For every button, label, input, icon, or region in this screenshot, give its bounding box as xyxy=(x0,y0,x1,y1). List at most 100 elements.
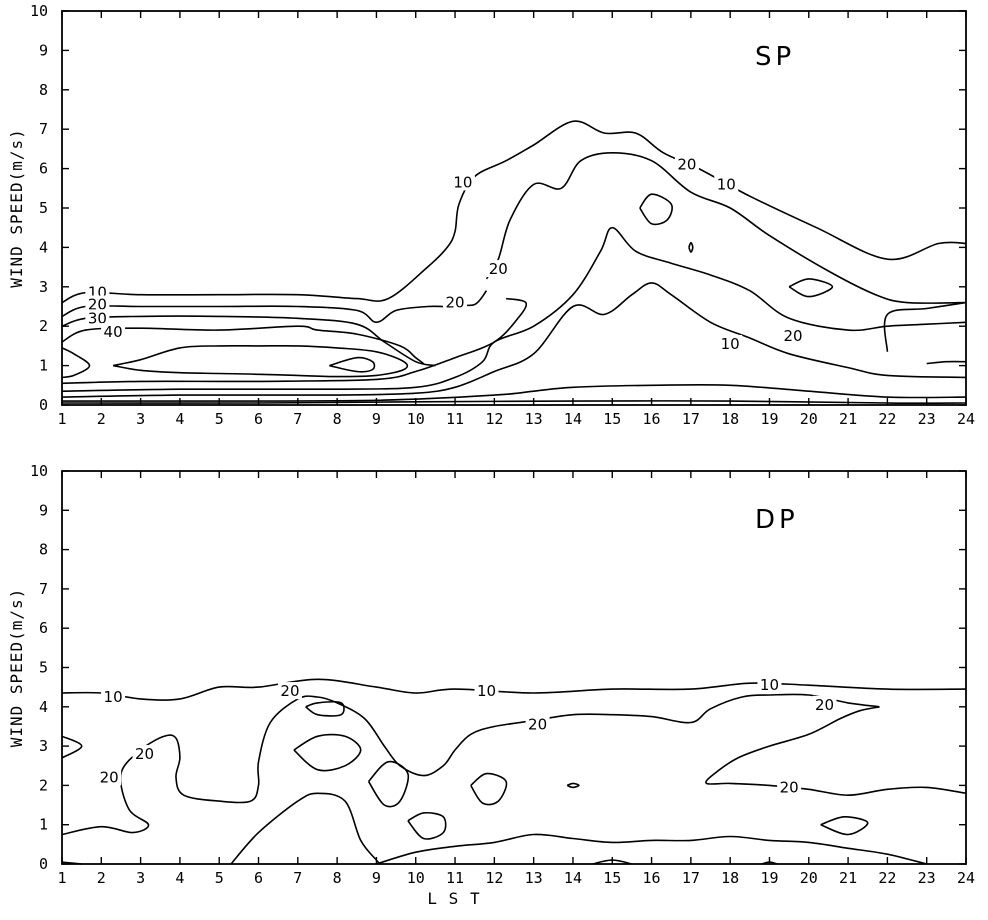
contour-line xyxy=(61,400,967,404)
y-tick-label: 7 xyxy=(39,120,48,138)
y-tick-label: 10 xyxy=(30,2,48,20)
x-tick-label: 19 xyxy=(760,869,778,887)
x-tick-label: 13 xyxy=(525,410,543,428)
contour-line xyxy=(61,347,91,379)
contour-label-bg xyxy=(525,715,550,733)
y-tick-label: 5 xyxy=(39,659,48,677)
x-tick-label: 21 xyxy=(839,869,857,887)
x-tick-label: 16 xyxy=(643,869,661,887)
x-tick-label: 8 xyxy=(333,410,342,428)
contour-label: 20 xyxy=(135,745,154,763)
x-tick-label: 14 xyxy=(564,410,582,428)
contour-line xyxy=(61,693,880,836)
y-tick-label: 9 xyxy=(39,501,48,519)
y-tick-label: 10 xyxy=(30,462,48,480)
x-tick-label: 24 xyxy=(957,869,975,887)
contour-label-bg xyxy=(718,334,743,352)
contour-label: 10 xyxy=(721,335,740,353)
x-tick-label: 3 xyxy=(136,410,145,428)
contour-line xyxy=(639,193,673,226)
x-tick-label: 10 xyxy=(407,869,425,887)
contour-label: 10 xyxy=(760,676,779,694)
contour-label: 20 xyxy=(784,327,803,345)
x-tick-label: 6 xyxy=(254,410,263,428)
x-tick-label: 12 xyxy=(485,869,503,887)
sp-panel: 1 2 3 4 5 6 7 8 9 10 11 12 13 14 15 16 17 18 19 20 21 22 23 240… xyxy=(7,2,975,428)
x-tick-label: 19 xyxy=(760,410,778,428)
x-tick-label: 11 xyxy=(446,410,464,428)
contour-label-bg xyxy=(443,293,468,311)
x-tick-label: 18 xyxy=(721,869,739,887)
contour-label-bg xyxy=(132,744,157,762)
y-tick-label: 8 xyxy=(39,541,48,559)
dp-panel: 1 2 3 4 5 6 7 8 9 10 11 12 13 14 15 16 17 18 19 20 21 22 23 240… xyxy=(7,462,975,908)
y-tick-label: 2 xyxy=(39,776,48,794)
contour-line xyxy=(688,241,694,253)
x-tick-label: 8 xyxy=(333,869,342,887)
x-tick-label: 23 xyxy=(918,869,936,887)
y-tick-label: 6 xyxy=(39,160,48,178)
x-tick-label: 15 xyxy=(603,410,621,428)
contour-label-bg xyxy=(101,323,126,341)
contour-label: 20 xyxy=(815,696,834,714)
x-tick-label: 4 xyxy=(175,410,184,428)
x-tick-label: 15 xyxy=(603,869,621,887)
contour-label: 20 xyxy=(780,778,799,796)
y-tick-label: 5 xyxy=(39,199,48,217)
x-tick-label: 1 xyxy=(57,869,66,887)
contour-label-bg xyxy=(85,295,110,313)
x-tick-label: 22 xyxy=(878,869,896,887)
x-tick-label: 22 xyxy=(878,410,896,428)
contour-line xyxy=(61,861,82,865)
contour-line xyxy=(592,859,633,865)
contour-line xyxy=(329,356,376,373)
contour-line xyxy=(61,226,967,392)
contour-line xyxy=(367,760,410,808)
x-tick-label: 11 xyxy=(446,869,464,887)
contour-label: 20 xyxy=(528,715,547,733)
y-tick-label: 3 xyxy=(39,278,48,296)
contour-label: 30 xyxy=(88,309,107,327)
y-tick-label: 6 xyxy=(39,619,48,637)
contour-label: 40 xyxy=(104,323,123,341)
x-tick-label: 7 xyxy=(293,410,302,428)
x-tick-label: 13 xyxy=(525,869,543,887)
contour-label-bg xyxy=(757,676,782,694)
x-tick-label: 17 xyxy=(682,410,700,428)
contour-line xyxy=(788,278,834,298)
x-tick-label: 24 xyxy=(957,410,975,428)
y-tick-label: 1 xyxy=(39,357,48,375)
contour-line xyxy=(705,706,967,797)
contour-label: 20 xyxy=(445,294,464,312)
x-tick-label: 20 xyxy=(800,869,818,887)
contour-line xyxy=(566,782,580,789)
contour-line xyxy=(112,344,409,378)
contour-label: 20 xyxy=(100,769,119,787)
contour-line xyxy=(407,811,447,840)
x-tick-label: 3 xyxy=(136,869,145,887)
contour-label-bg xyxy=(277,682,302,700)
contour-label-bg xyxy=(674,155,699,173)
y-tick-label: 0 xyxy=(39,396,48,414)
contour-label: 20 xyxy=(88,296,107,314)
x-tick-label: 4 xyxy=(175,869,184,887)
contour-line xyxy=(61,297,528,385)
contour-label: 20 xyxy=(677,156,696,174)
y-tick-label: 4 xyxy=(39,698,48,716)
y-tick-label: 4 xyxy=(39,238,48,256)
x-tick-label: 1 xyxy=(57,410,66,428)
contour-line xyxy=(485,151,967,304)
contour-label: 20 xyxy=(489,260,508,278)
contour-label-bg xyxy=(781,327,806,345)
contour-label-bg xyxy=(812,695,837,713)
x-tick-label: 7 xyxy=(293,869,302,887)
panel-label: SP xyxy=(755,42,795,72)
x-tick-label: 17 xyxy=(682,869,700,887)
x-tick-label: 16 xyxy=(643,410,661,428)
contour-label-bg xyxy=(450,173,475,191)
contour-label-bg xyxy=(777,778,802,796)
x-tick-label: 14 xyxy=(564,869,582,887)
y-tick-label: 2 xyxy=(39,317,48,335)
contour-label: 10 xyxy=(104,688,123,706)
